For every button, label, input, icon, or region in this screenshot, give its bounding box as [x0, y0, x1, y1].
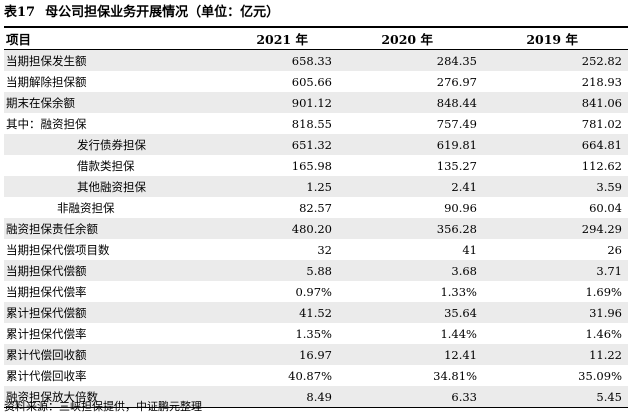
header-row: 项目 2021 年 2020 年 2019 年	[4, 27, 628, 50]
cell-value: 1.46%	[585, 326, 622, 341]
row-label: 期末在保余额	[6, 95, 75, 110]
source-note: 资料来源：三峡担保提供，中证鹏元整理	[4, 400, 202, 413]
cell-value: 841.06	[581, 95, 622, 110]
row-label: 借款类担保	[77, 158, 135, 173]
cell-value: 11.22	[589, 347, 622, 362]
row-label: 累计担保代偿额	[6, 305, 87, 320]
cell-value: 1.44%	[440, 326, 477, 341]
cell-value: 1.33%	[440, 284, 477, 299]
cell-value: 848.44	[436, 95, 477, 110]
cell-value: 41	[462, 242, 477, 257]
cell-value: 1.25	[306, 179, 332, 194]
table-number: 表17	[4, 5, 36, 20]
table-row: 融资担保放大倍数 8.49 6.33 5.45	[4, 386, 628, 408]
row-label: 融资担保放大倍数	[6, 389, 98, 404]
header-2020: 2020 年	[338, 27, 483, 50]
row-label: 累计代偿回收额	[6, 347, 87, 362]
cell-value: 82.57	[299, 200, 332, 215]
cell-value: 1.69%	[585, 284, 622, 299]
table-row: 当期担保代偿额 5.88 3.68 3.71	[4, 260, 628, 281]
cell-value: 12.41	[444, 347, 477, 362]
cell-value: 0.97%	[295, 284, 332, 299]
cell-value: 35.64	[444, 305, 477, 320]
row-label: 累计代偿回收率	[6, 368, 87, 383]
cell-value: 252.82	[581, 53, 622, 68]
cell-value: 34.81%	[433, 368, 477, 383]
header-item: 项目	[4, 27, 204, 50]
cell-value: 60.04	[589, 200, 622, 215]
cell-value: 8.49	[306, 389, 332, 404]
cell-value: 781.02	[581, 116, 622, 131]
cell-value: 757.49	[436, 116, 477, 131]
cell-value: 1.35%	[295, 326, 332, 341]
cell-value: 16.97	[299, 347, 332, 362]
table-row: 当期担保发生额 658.33 284.35 252.82	[4, 49, 628, 71]
cell-value: 35.09%	[578, 368, 622, 383]
cell-value: 41.52	[299, 305, 332, 320]
table-title: 表17 母公司担保业务开展情况（单位：亿元）	[4, 2, 279, 24]
cell-value: 480.20	[291, 221, 332, 236]
cell-value: 276.97	[436, 74, 477, 89]
cell-value: 6.33	[451, 389, 477, 404]
cell-value: 901.12	[291, 95, 332, 110]
cell-value: 5.45	[596, 389, 622, 404]
cell-value: 218.93	[581, 74, 622, 89]
row-label: 当期解除担保额	[6, 74, 87, 89]
row-label: 当期担保发生额	[6, 53, 87, 68]
cell-value: 619.81	[436, 137, 477, 152]
header-2021: 2021 年	[204, 27, 338, 50]
row-label: 发行债券担保	[77, 137, 146, 152]
row-label: 当期担保代偿额	[6, 263, 87, 278]
table-row: 当期担保代偿项目数 32 41 26	[4, 239, 628, 260]
table-row: 借款类担保 165.98 135.27 112.62	[4, 155, 628, 176]
cell-value: 3.59	[596, 179, 622, 194]
cell-value: 658.33	[291, 53, 332, 68]
cell-value: 818.55	[291, 116, 332, 131]
cell-value: 284.35	[436, 53, 477, 68]
cell-value: 135.27	[436, 158, 477, 173]
table-row: 累计代偿回收额 16.97 12.41 11.22	[4, 344, 628, 365]
cell-value: 2.41	[451, 179, 477, 194]
cell-value: 294.29	[581, 221, 622, 236]
cell-value: 40.87%	[288, 368, 332, 383]
table-row: 期末在保余额 901.12 848.44 841.06	[4, 92, 628, 113]
table-caption: 母公司担保业务开展情况（单位：亿元）	[45, 5, 280, 20]
row-label: 融资担保责任余额	[6, 221, 98, 236]
row-label: 其中：融资担保	[6, 116, 87, 131]
row-label: 非融资担保	[57, 200, 115, 215]
row-label: 当期担保代偿项目数	[6, 242, 110, 257]
table-row: 非融资担保 82.57 90.96 60.04	[4, 197, 628, 218]
row-label: 当期担保代偿率	[6, 284, 87, 299]
cell-value: 90.96	[444, 200, 477, 215]
cell-value: 651.32	[291, 137, 332, 152]
cell-value: 31.96	[589, 305, 622, 320]
table-row: 其他融资担保 1.25 2.41 3.59	[4, 176, 628, 197]
table-row: 当期担保代偿率 0.97% 1.33% 1.69%	[4, 281, 628, 302]
cell-value: 605.66	[291, 74, 332, 89]
header-2019: 2019 年	[483, 27, 628, 50]
row-label: 其他融资担保	[77, 179, 146, 194]
cell-value: 664.81	[581, 137, 622, 152]
cell-value: 32	[317, 242, 332, 257]
cell-value: 112.62	[581, 158, 622, 173]
guarantee-business-table: 项目 2021 年 2020 年 2019 年 当期担保发生额 658.33 284…	[4, 26, 628, 408]
row-label: 累计担保代偿率	[6, 326, 87, 341]
table-row: 当期解除担保额 605.66 276.97 218.93	[4, 71, 628, 92]
cell-value: 26	[607, 242, 622, 257]
cell-value: 3.68	[451, 263, 477, 278]
table-row: 累计担保代偿额 41.52 35.64 31.96	[4, 302, 628, 323]
table-row: 融资担保责任余额 480.20 356.28 294.29	[4, 218, 628, 239]
table-row: 其中：融资担保 818.55 757.49 781.02	[4, 113, 628, 134]
cell-value: 3.71	[596, 263, 622, 278]
table-row: 发行债券担保 651.32 619.81 664.81	[4, 134, 628, 155]
table-row: 累计代偿回收率 40.87% 34.81% 35.09%	[4, 365, 628, 386]
cell-value: 5.88	[306, 263, 332, 278]
table-row: 累计担保代偿率 1.35% 1.44% 1.46%	[4, 323, 628, 344]
cell-value: 356.28	[436, 221, 477, 236]
cell-value: 165.98	[291, 158, 332, 173]
